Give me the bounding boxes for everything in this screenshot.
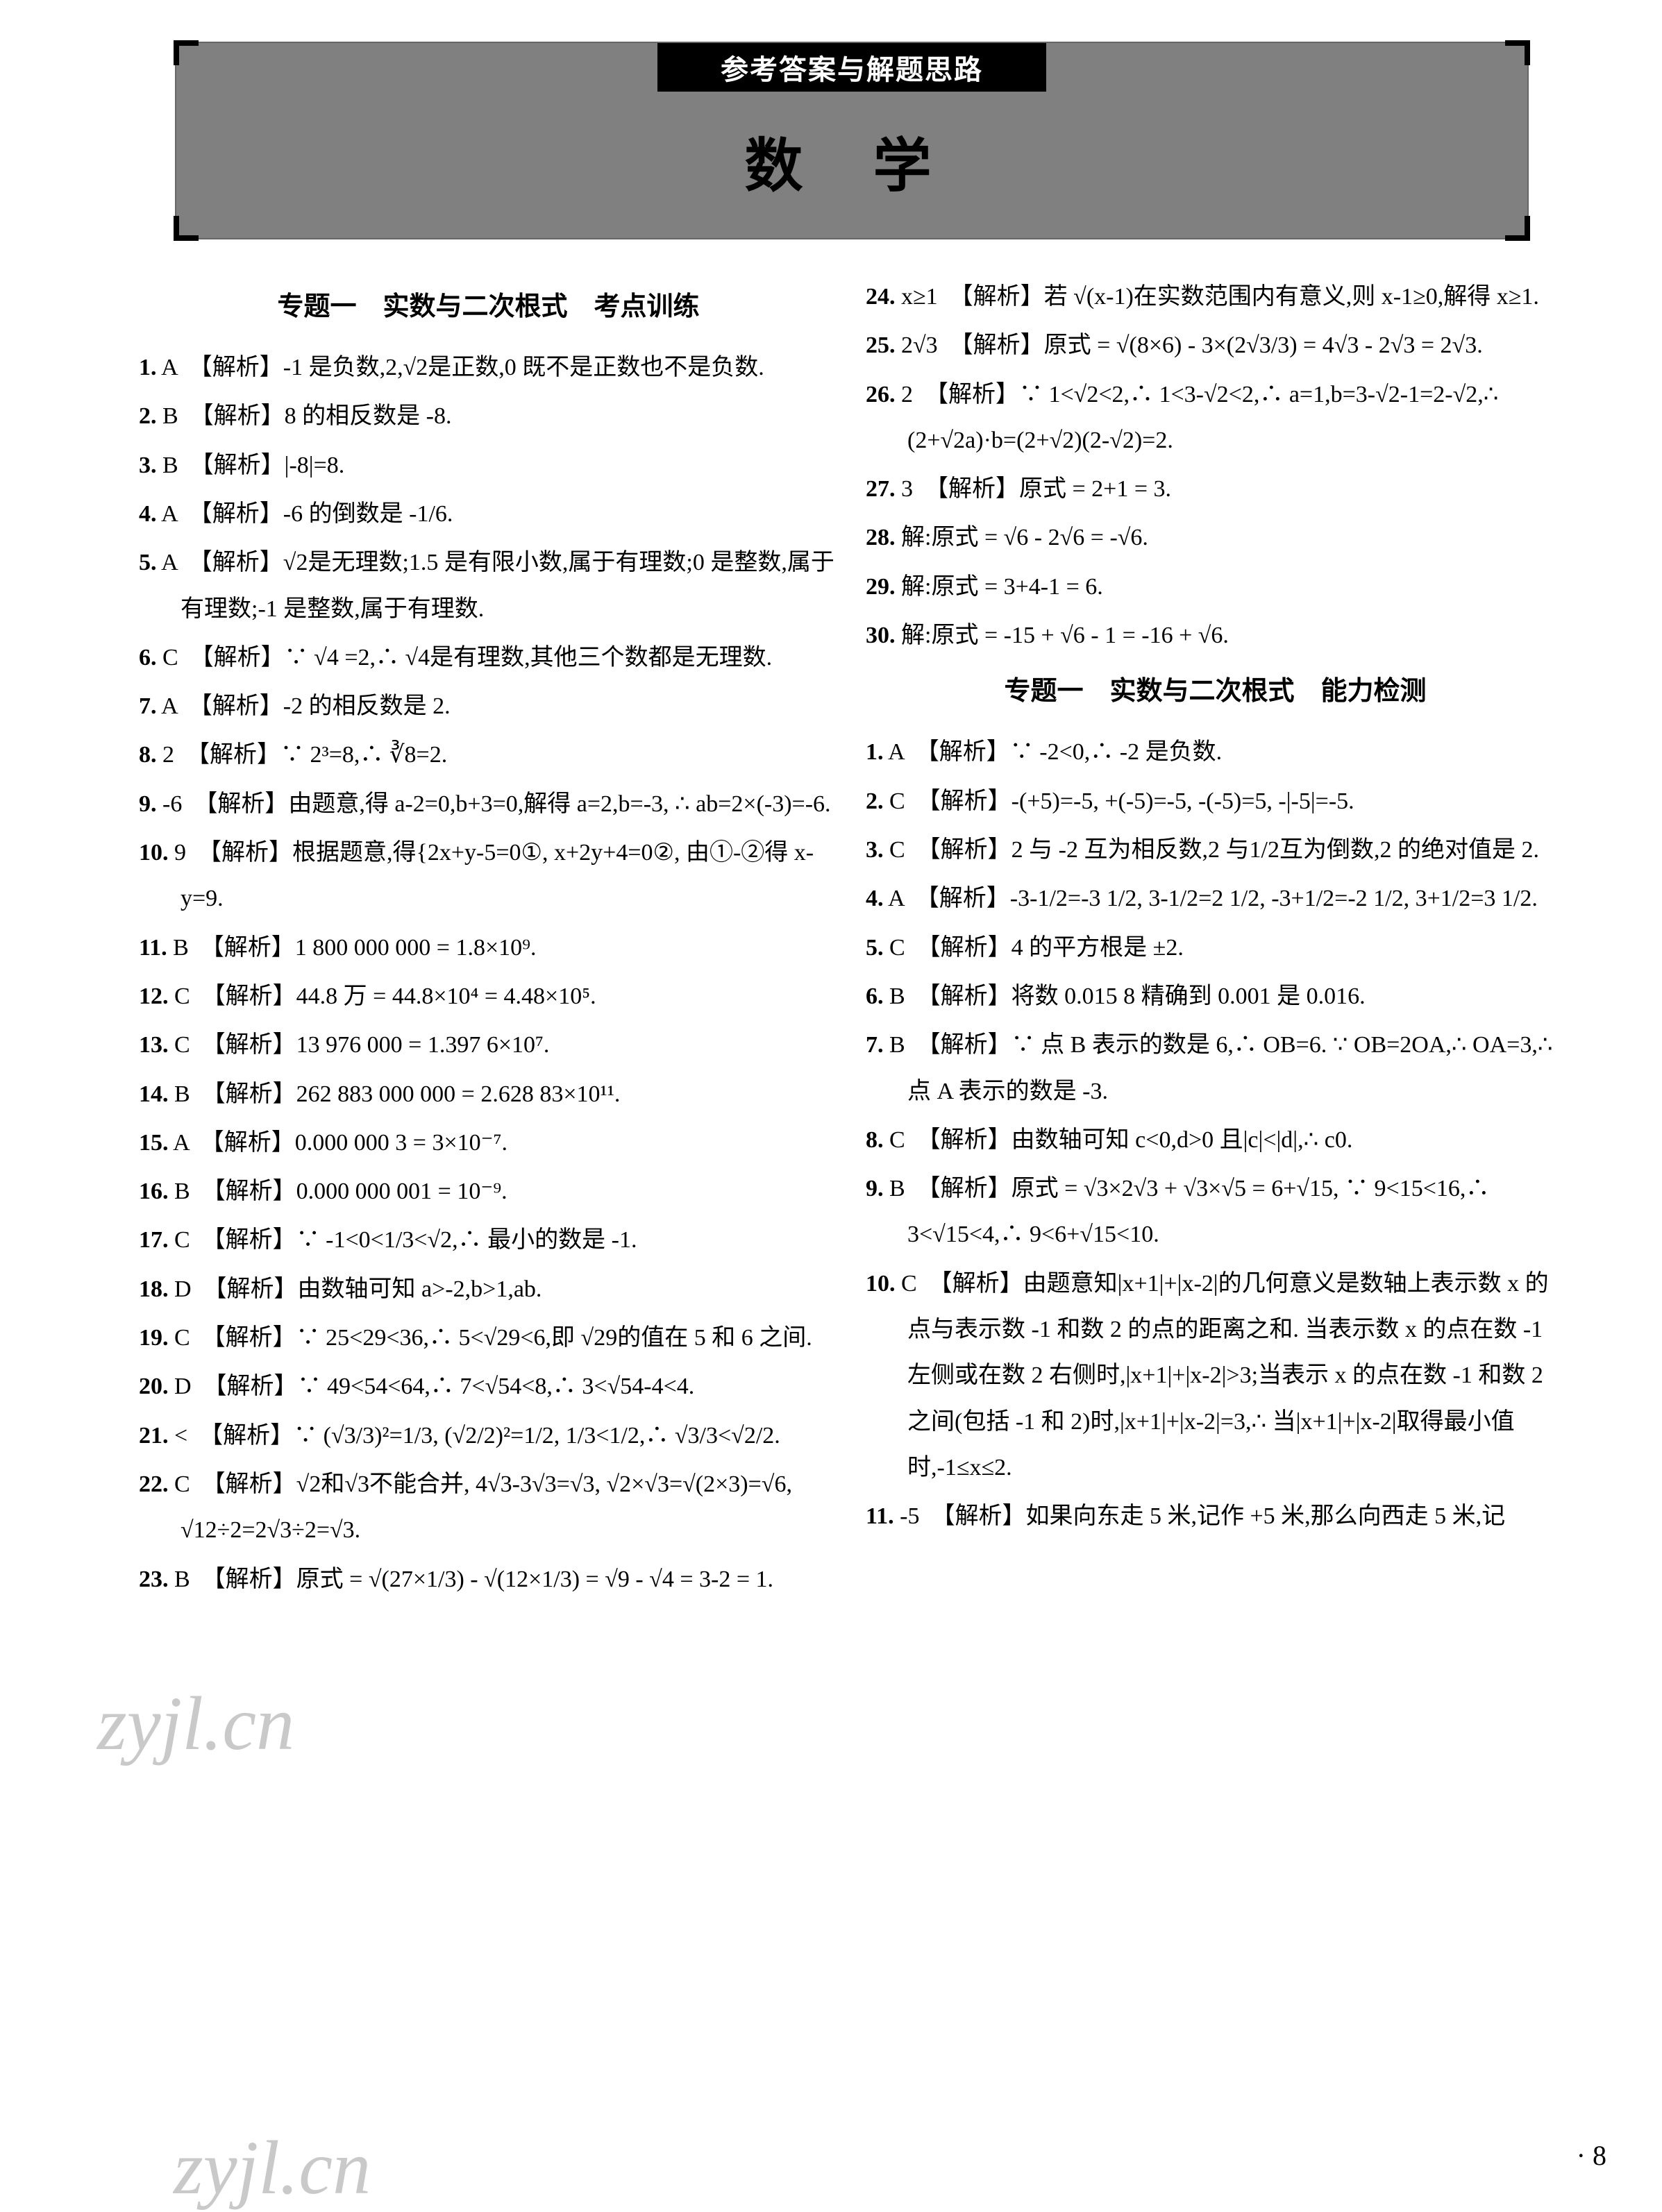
answer-item: 21. < 【解析】∵ (√3/3)²=1/3, (√2/2)²=1/2, 1/… [139, 1413, 838, 1459]
header-subtitle: 参考答案与解题思路 [657, 43, 1046, 92]
watermark-2: zyjl.cn [174, 2124, 371, 2212]
answer-item: 30. 解:原式 = -15 + √6 - 1 = -16 + √6. [866, 613, 1565, 659]
header-title: 数 学 [176, 92, 1527, 238]
answer-item: 2. C 【解析】-(+5)=-5, +(-5)=-5, -(-5)=5, -|… [866, 779, 1565, 825]
answer-item: 8. 2 【解析】∵ 2³=8,∴ ∛8=2. [139, 732, 838, 778]
corner-br [1505, 216, 1530, 241]
answer-item: 3. B 【解析】|-8|=8. [139, 443, 838, 489]
answer-item: 19. C 【解析】∵ 25<29<36,∴ 5<√29<6,即 √29的值在 … [139, 1315, 838, 1361]
answer-item: 11. -5 【解析】如果向东走 5 米,记作 +5 米,那么向西走 5 米,记 [866, 1494, 1565, 1539]
watermark-1: zyjl.cn [97, 1680, 294, 1768]
header-box: 参考答案与解题思路 数 学 [175, 42, 1529, 239]
answer-item: 14. B 【解析】262 883 000 000 = 2.628 83×10¹… [139, 1072, 838, 1117]
answer-item: 7. A 【解析】-2 的相反数是 2. [139, 684, 838, 729]
right-column: 24. x≥1 【解析】若 √(x-1)在实数范围内有意义,则 x-1≥0,解得… [866, 274, 1565, 1605]
answer-item: 26. 2 【解析】∵ 1<√2<2,∴ 1<3-√2<2,∴ a=1,b=3-… [866, 372, 1565, 464]
answer-item: 28. 解:原式 = √6 - 2√6 = -√6. [866, 515, 1565, 561]
answer-item: 16. B 【解析】0.000 000 001 = 10⁻⁹. [139, 1169, 838, 1215]
left-section-title: 专题一 实数与二次根式 考点训练 [139, 281, 838, 332]
answer-item: 6. C 【解析】∵ √4 =2,∴ √4是有理数,其他三个数都是无理数. [139, 635, 838, 681]
answer-item: 4. A 【解析】-6 的倒数是 -1/6. [139, 491, 838, 537]
answer-item: 11. B 【解析】1 800 000 000 = 1.8×10⁹. [139, 925, 838, 971]
answer-item: 12. C 【解析】44.8 万 = 44.8×10⁴ = 4.48×10⁵. [139, 974, 838, 1020]
answer-item: 5. A 【解析】√2是无理数;1.5 是有限小数,属于有理数;0 是整数,属于… [139, 540, 838, 632]
answer-item: 5. C 【解析】4 的平方根是 ±2. [866, 925, 1565, 971]
corner-tl [174, 40, 199, 65]
answer-item: 18. D 【解析】由数轴可知 a>-2,b>1,ab. [139, 1267, 838, 1312]
answer-item: 23. B 【解析】原式 = √(27×1/3) - √(12×1/3) = √… [139, 1557, 838, 1603]
answer-item: 29. 解:原式 = 3+4-1 = 6. [866, 564, 1565, 610]
answer-item: 9. -6 【解析】由题意,得 a-2=0,b+3=0,解得 a=2,b=-3,… [139, 782, 838, 827]
answer-item: 20. D 【解析】∵ 49<54<64,∴ 7<√54<8,∴ 3<√54-4… [139, 1364, 838, 1410]
answer-item: 25. 2√3 【解析】原式 = √(8×6) - 3×(2√3/3) = 4√… [866, 323, 1565, 369]
corner-bl [174, 216, 199, 241]
answer-item: 8. C 【解析】由数轴可知 c<0,d>0 且|c|<|d|,∴ c0. [866, 1117, 1565, 1163]
right-section-title: 专题一 实数与二次根式 能力检测 [866, 666, 1565, 717]
answer-item: 7. B 【解析】∵ 点 B 表示的数是 6,∴ OB=6. ∵ OB=2OA,… [866, 1022, 1565, 1115]
answer-item: 1. A 【解析】-1 是负数,2,√2是正数,0 既不是正数也不是负数. [139, 345, 838, 391]
answer-item: 10. 9 【解析】根据题意,得{2x+y-5=0①, x+2y+4=0②, 由… [139, 830, 838, 922]
corner-tr [1505, 40, 1530, 65]
answer-item: 22. C 【解析】√2和√3不能合并, 4√3-3√3=√3, √2×√3=√… [139, 1462, 838, 1554]
content-columns: 专题一 实数与二次根式 考点训练 1. A 【解析】-1 是负数,2,√2是正数… [139, 274, 1565, 1605]
left-column: 专题一 实数与二次根式 考点训练 1. A 【解析】-1 是负数,2,√2是正数… [139, 274, 838, 1605]
answer-item: 15. A 【解析】0.000 000 3 = 3×10⁻⁷. [139, 1120, 838, 1166]
answer-item: 4. A 【解析】-3-1/2=-3 1/2, 3-1/2=2 1/2, -3+… [866, 876, 1565, 922]
answer-item: 6. B 【解析】将数 0.015 8 精确到 0.001 是 0.016. [866, 974, 1565, 1020]
answer-item: 27. 3 【解析】原式 = 2+1 = 3. [866, 466, 1565, 512]
answer-item: 13. C 【解析】13 976 000 = 1.397 6×10⁷. [139, 1022, 838, 1068]
answer-item: 10. C 【解析】由题意知|x+1|+|x-2|的几何意义是数轴上表示数 x … [866, 1261, 1565, 1491]
page-number: · 8 [1577, 2139, 1606, 2172]
answer-item: 1. A 【解析】∵ -2<0,∴ -2 是负数. [866, 729, 1565, 775]
answer-item: 3. C 【解析】2 与 -2 互为相反数,2 与1/2互为倒数,2 的绝对值是… [866, 827, 1565, 873]
answer-item: 24. x≥1 【解析】若 √(x-1)在实数范围内有意义,则 x-1≥0,解得… [866, 274, 1565, 320]
answer-item: 9. B 【解析】原式 = √3×2√3 + √3×√5 = 6+√15, ∵ … [866, 1166, 1565, 1258]
answer-item: 17. C 【解析】∵ -1<0<1/3<√2,∴ 最小的数是 -1. [139, 1217, 838, 1263]
answer-item: 2. B 【解析】8 的相反数是 -8. [139, 394, 838, 439]
